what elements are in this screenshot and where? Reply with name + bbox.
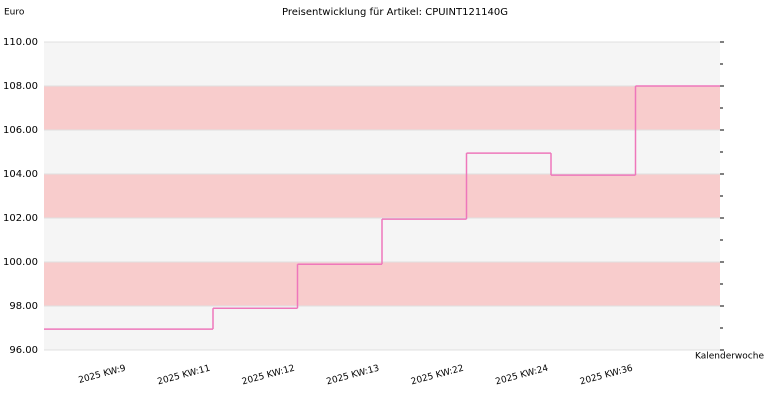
y-axis-label: Euro	[4, 8, 25, 18]
y-tick-label: 104.00	[3, 169, 38, 180]
band	[44, 262, 720, 306]
band	[44, 42, 720, 86]
x-axis-label: Kalenderwoche	[695, 352, 764, 362]
y-tick-label: 96.00	[9, 345, 38, 356]
y-tick-label: 100.00	[3, 257, 38, 268]
y-tick-label: 108.00	[3, 81, 38, 92]
x-tick-label: 2025 KW:11	[156, 364, 211, 388]
x-tick-label: 2025 KW:22	[410, 364, 465, 388]
x-tick-label: 2025 KW:9	[78, 364, 128, 386]
x-tick-label: 2025 KW:12	[241, 364, 296, 388]
y-tick-label: 106.00	[3, 125, 38, 136]
band	[44, 130, 720, 174]
y-tick-label: 98.00	[9, 301, 38, 312]
x-tick-label: 2025 KW:36	[579, 364, 634, 388]
y-tick-label: 102.00	[3, 213, 38, 224]
band	[44, 306, 720, 350]
x-tick-label: 2025 KW:24	[494, 364, 549, 388]
band	[44, 174, 720, 218]
y-tick-label: 110.00	[3, 37, 38, 48]
x-tick-label: 2025 KW:13	[325, 364, 380, 388]
band	[44, 86, 720, 130]
chart-title: Preisentwicklung für Artikel: CPUINT1211…	[282, 7, 508, 18]
